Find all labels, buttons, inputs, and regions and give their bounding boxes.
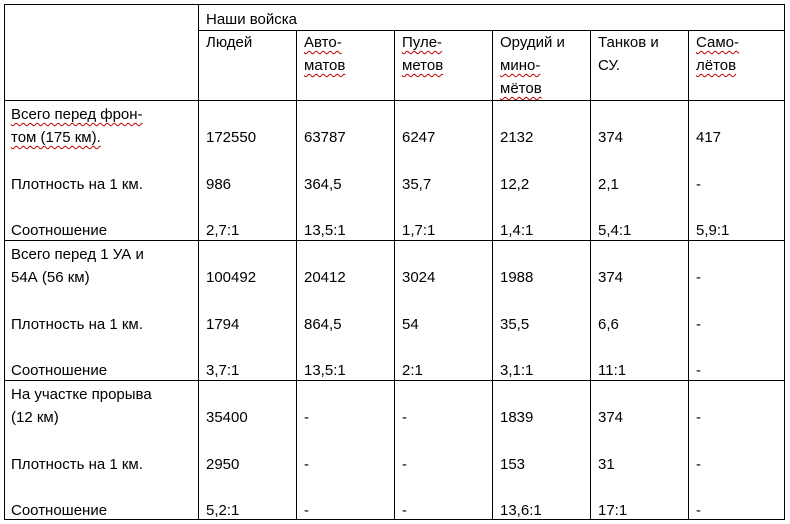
ratio-value: 2,7:1 [206, 222, 240, 239]
column-header-machine_guns: метов [402, 57, 444, 74]
total-value: 417 [696, 129, 722, 146]
column-header-guns_mortars: Орудий и [500, 34, 565, 51]
density-value: - [402, 456, 407, 473]
density-value: 864,5 [304, 316, 342, 333]
total-value: 1839 [500, 409, 534, 426]
column-header-people: Людей [206, 34, 253, 51]
ratio-value: 3,7:1 [206, 362, 240, 379]
ratio-value: - [402, 502, 407, 519]
ratio-value: - [696, 502, 701, 519]
density-value: 2,1 [598, 176, 619, 193]
column-header-guns_mortars: мётов [500, 80, 542, 97]
group-title: Наши войска [206, 11, 298, 28]
column-header-tanks_su: СУ. [598, 57, 621, 74]
header-divider [198, 30, 784, 31]
column-header-aircraft: лётов [696, 57, 737, 74]
density-value: 35,7 [402, 176, 432, 193]
density-value: 35,5 [500, 316, 530, 333]
ratio-value: 5,2:1 [206, 502, 240, 519]
ratio-value: 5,4:1 [598, 222, 632, 239]
density-value: 2950 [206, 456, 240, 473]
density-value: 31 [598, 456, 615, 473]
density-value: - [696, 176, 701, 193]
density-value: - [304, 456, 309, 473]
density-value: 364,5 [304, 176, 342, 193]
total-value: - [304, 409, 309, 426]
column-divider [198, 5, 199, 519]
total-value: 374 [598, 409, 624, 426]
density-label: Плотность на 1 км. [11, 456, 143, 473]
column-header-guns_mortars: мино- [500, 57, 541, 74]
density-value: 6,6 [598, 316, 619, 333]
column-divider [394, 30, 395, 519]
density-value: 12,2 [500, 176, 530, 193]
total-value: 172550 [206, 129, 257, 146]
ratio-value: 1,7:1 [402, 222, 436, 239]
density-value: - [696, 316, 701, 333]
total-value: 2132 [500, 129, 534, 146]
section-title: 54А (56 км) [11, 269, 90, 286]
ratio-value: 2:1 [402, 362, 423, 379]
column-header-aircraft: Само- [696, 34, 739, 51]
density-label: Плотность на 1 км. [11, 176, 143, 193]
ratio-value: - [696, 362, 701, 379]
total-value: 100492 [206, 269, 257, 286]
section-title: Всего перед 1 УА и [11, 246, 144, 263]
total-value: 374 [598, 269, 624, 286]
section-divider [5, 380, 784, 381]
ratio-value: 11:1 [598, 362, 627, 379]
column-divider [688, 30, 689, 519]
section-title: На участке прорыва [11, 386, 152, 403]
total-value: 1988 [500, 269, 534, 286]
column-divider [492, 30, 493, 519]
column-header-machine_guns: Пуле- [402, 34, 443, 51]
column-header-automatic_weapons: матов [304, 57, 346, 74]
ratio-value: 13,5:1 [304, 222, 346, 239]
ratio-label: Соотношение [11, 502, 108, 519]
density-value: - [696, 456, 701, 473]
column-header-tanks_su: Танков и [598, 34, 659, 51]
ratio-label: Соотношение [11, 222, 108, 239]
header-bottom-border [5, 100, 784, 101]
total-value: 35400 [206, 409, 248, 426]
ratio-value: 5,9:1 [696, 222, 730, 239]
column-divider [296, 30, 297, 519]
density-value: 1794 [206, 316, 240, 333]
ratio-value: 1,4:1 [500, 222, 534, 239]
total-value: - [696, 269, 701, 286]
forces-table: Наши войска Людей Авто-матов Пуле-метов Оруд… [4, 4, 785, 520]
density-value: 986 [206, 176, 232, 193]
section-title: (12 км) [11, 409, 59, 426]
ratio-value: - [304, 502, 309, 519]
ratio-value: 17:1 [598, 502, 628, 519]
ratio-value: 13,5:1 [304, 362, 346, 379]
total-value: 374 [598, 129, 624, 146]
section-divider [5, 240, 784, 241]
ratio-value: 3,1:1 [500, 362, 534, 379]
total-value: 63787 [304, 129, 346, 146]
total-value: - [402, 409, 407, 426]
column-header-automatic_weapons: Авто- [304, 34, 342, 51]
section-title: том (175 км). [11, 129, 101, 146]
section-title: Всего перед фрон- [11, 106, 143, 123]
density-value: 54 [402, 316, 419, 333]
ratio-label: Соотношение [11, 362, 108, 379]
column-divider [590, 30, 591, 519]
total-value: 6247 [402, 129, 436, 146]
ratio-value: 13,6:1 [500, 502, 542, 519]
total-value: - [696, 409, 701, 426]
density-value: 153 [500, 456, 526, 473]
total-value: 20412 [304, 269, 346, 286]
density-label: Плотность на 1 км. [11, 316, 143, 333]
total-value: 3024 [402, 269, 436, 286]
